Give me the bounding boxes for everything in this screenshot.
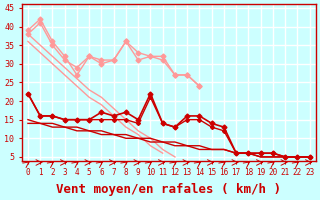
- X-axis label: Vent moyen/en rafales ( km/h ): Vent moyen/en rafales ( km/h ): [56, 183, 281, 196]
